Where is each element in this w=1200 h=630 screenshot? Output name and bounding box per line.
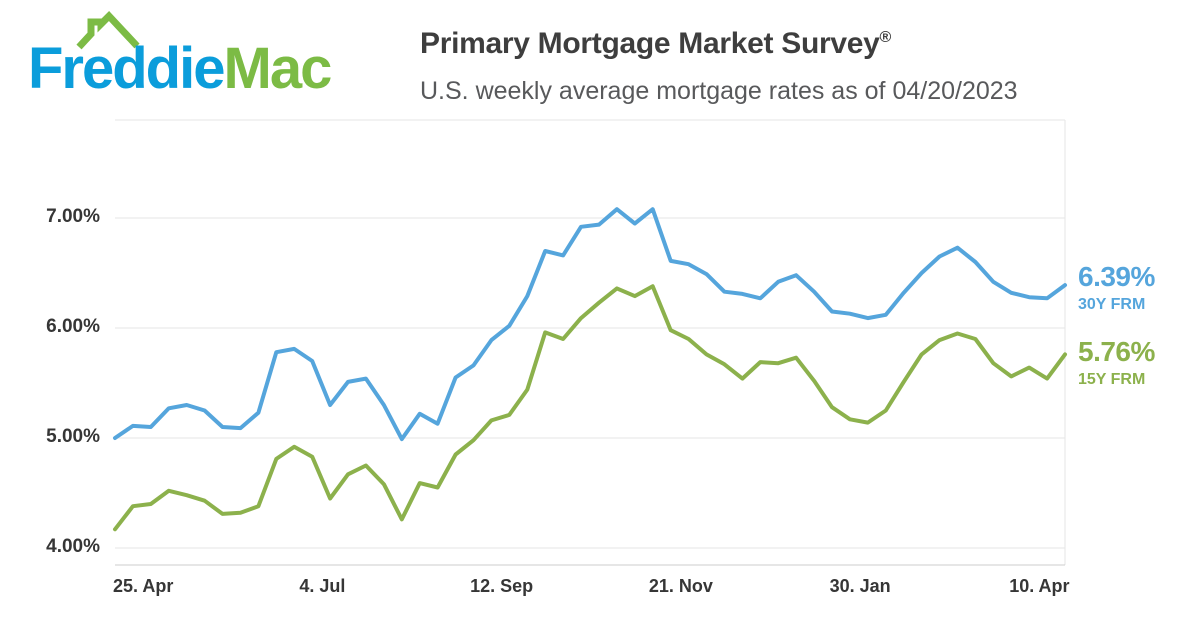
series-line-15y-frm — [113, 284, 1067, 532]
series-end-label-15y-frm: 5.76% 15Y FRM — [1078, 338, 1155, 388]
logo-text-mac: Mac — [223, 36, 333, 101]
x-axis-label: 12. Sep — [470, 576, 534, 596]
freddie-mac-logo: FreddieMac — [28, 40, 332, 98]
logo-text-freddie: Freddie — [28, 36, 225, 101]
x-axis-label: 30. Jan — [829, 576, 891, 596]
series-end-name-30y-frm: 30Y FRM — [1078, 296, 1146, 313]
page-subtitle: U.S. weekly average mortgage rates as of… — [420, 77, 1018, 105]
registered-mark: ® — [879, 29, 892, 46]
x-axis-label: 25. Apr — [112, 576, 174, 596]
page-title: Primary Mortgage Market Survey® — [420, 27, 892, 60]
series-end-label-30y-frm: 6.39% 30Y FRM — [1078, 263, 1155, 313]
y-axis-label: 4.00% — [46, 536, 100, 557]
y-axis-label: 6.00% — [46, 316, 100, 337]
y-axis-label: 7.00% — [46, 206, 100, 227]
x-axis-label: 21. Nov — [648, 576, 713, 596]
series-end-value-15y-frm: 5.76% — [1078, 336, 1155, 367]
y-axis-label: 5.00% — [46, 426, 100, 447]
series-end-value-30y-frm: 6.39% — [1078, 261, 1155, 292]
series-line-30y-frm — [113, 207, 1067, 442]
logo-roof-icon — [76, 10, 140, 50]
series-end-name-15y-frm: 15Y FRM — [1078, 371, 1146, 388]
x-axis-label: 4. Jul — [299, 576, 346, 596]
x-axis-label: 10. Apr — [1009, 576, 1070, 596]
